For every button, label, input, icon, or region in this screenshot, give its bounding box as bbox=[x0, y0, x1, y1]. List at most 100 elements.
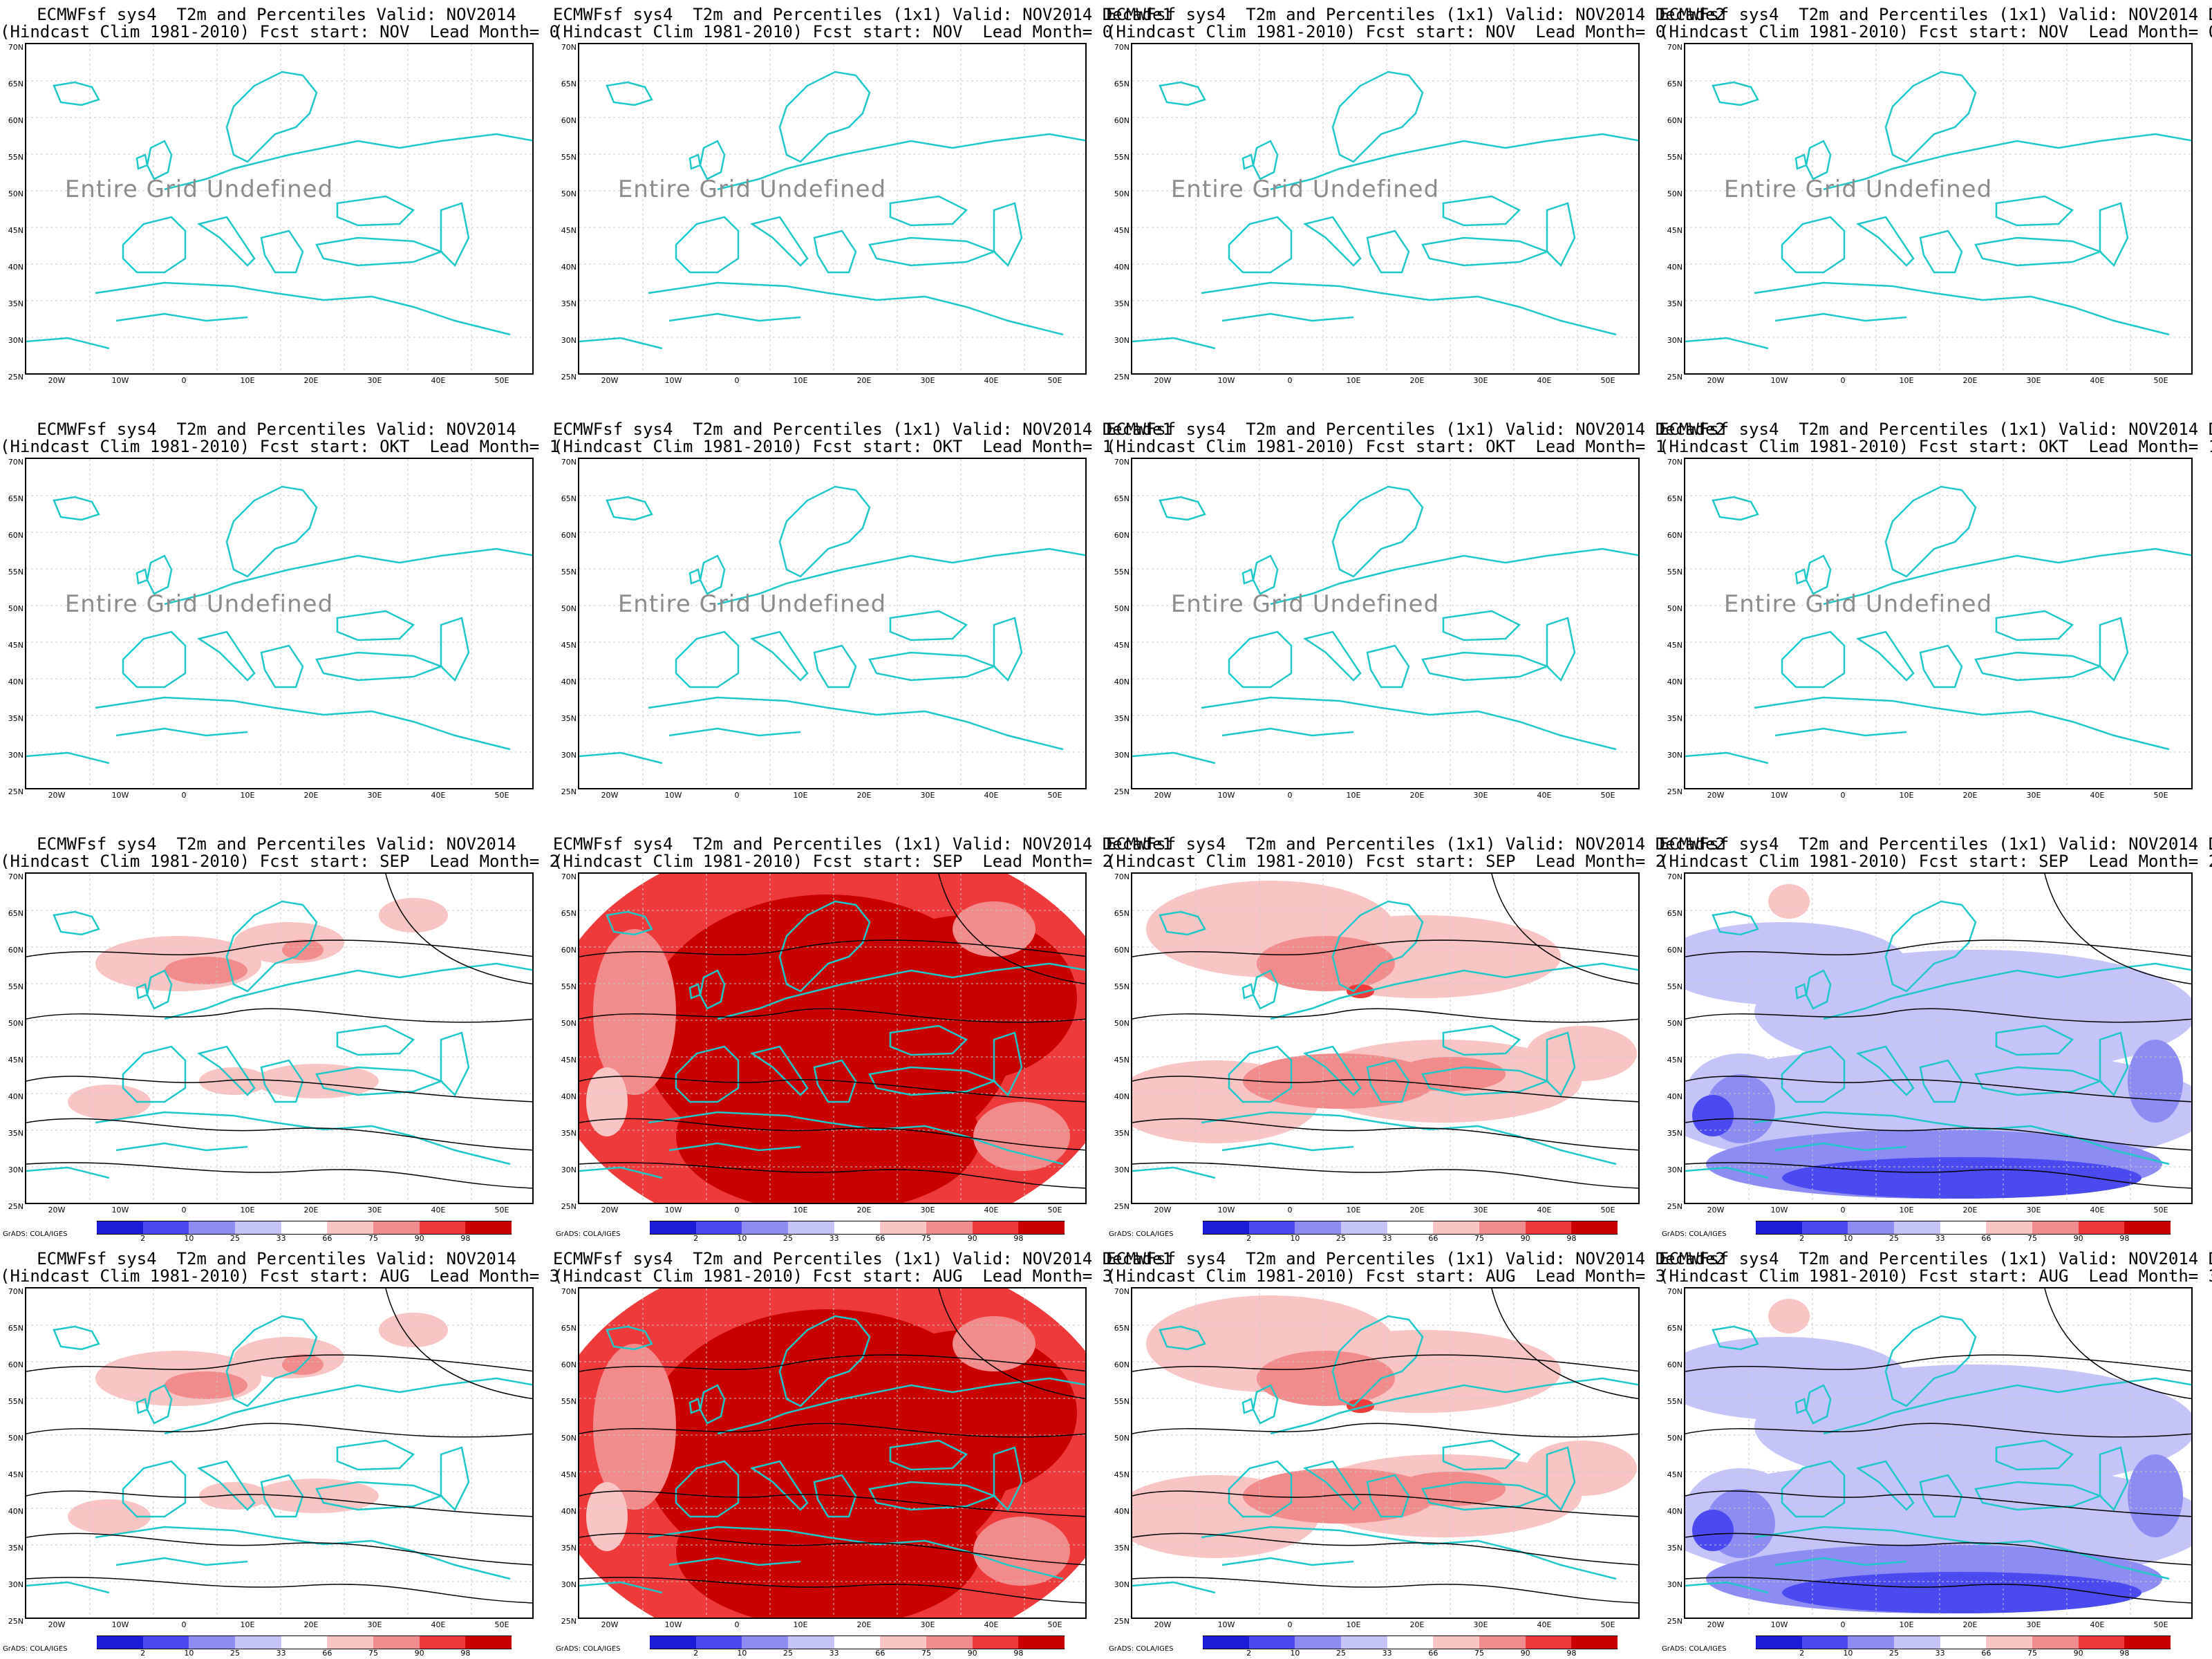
forecast-panel: ECMWFsf sys4 T2m and Percentiles (1x1) V… bbox=[1106, 415, 1725, 830]
coastline bbox=[135, 153, 149, 170]
percentile-colorbar bbox=[97, 1635, 512, 1649]
colorbar-segment bbox=[1756, 1635, 1802, 1649]
longitude-label: 50E bbox=[494, 1206, 509, 1215]
latitude-label: 45N bbox=[8, 1470, 24, 1479]
colorbar-label: 25 bbox=[230, 1234, 240, 1243]
longitude-label: 10W bbox=[111, 1206, 129, 1215]
coastline bbox=[606, 496, 653, 521]
longitude-label: 10E bbox=[793, 376, 808, 385]
colorbar-segment bbox=[1295, 1221, 1341, 1235]
latitude-label: 35N bbox=[561, 1544, 577, 1553]
europe-map bbox=[579, 874, 1085, 1203]
latitude-label: 70N bbox=[1667, 43, 1683, 52]
longitude-label: 50E bbox=[1047, 376, 1062, 385]
latitude-label: 50N bbox=[8, 604, 24, 613]
latitude-label: 45N bbox=[8, 641, 24, 650]
latitude-label: 55N bbox=[1667, 153, 1683, 162]
coastline bbox=[1366, 644, 1410, 688]
percentile-shading bbox=[165, 1371, 247, 1399]
coastline bbox=[1221, 312, 1354, 322]
colorbar-label: 33 bbox=[829, 1649, 839, 1658]
coastline bbox=[1228, 1460, 1293, 1518]
coastline bbox=[749, 1460, 809, 1511]
percentile-shading bbox=[2128, 1454, 2183, 1537]
colorbar-label: 90 bbox=[967, 1234, 977, 1243]
latitude-label: 45N bbox=[561, 226, 577, 235]
latitude-label: 30N bbox=[8, 1580, 24, 1589]
latitude-label: 45N bbox=[1114, 641, 1130, 650]
colorbar-label: 98 bbox=[1013, 1234, 1024, 1243]
coastline bbox=[1919, 644, 1963, 688]
colorbar-segment bbox=[1801, 1221, 1848, 1235]
grads-credit: GrADS: COLA/IGES bbox=[1109, 1230, 1174, 1238]
coastline bbox=[1442, 610, 1521, 641]
latitude-label: 50N bbox=[561, 189, 577, 198]
colorbar-segment bbox=[2032, 1635, 2079, 1649]
coastline bbox=[115, 312, 248, 322]
coastline bbox=[868, 1481, 997, 1511]
longitude-label: 0 bbox=[734, 791, 740, 800]
temperature-contour bbox=[1685, 1577, 2191, 1604]
coastline bbox=[1995, 195, 2074, 227]
latitude-label: 25N bbox=[561, 373, 577, 382]
colorbar-label: 75 bbox=[2027, 1649, 2037, 1658]
coastline bbox=[648, 1526, 1064, 1580]
colorbar-label: 66 bbox=[875, 1649, 885, 1658]
coastline bbox=[1884, 485, 1977, 578]
longitude-label: 20W bbox=[48, 791, 66, 800]
colorbar-label: 25 bbox=[783, 1649, 793, 1658]
latitude-label: 45N bbox=[1667, 1470, 1683, 1479]
temperature-contour bbox=[579, 939, 1085, 957]
latitude-label: 60N bbox=[561, 946, 577, 955]
coastline bbox=[336, 195, 415, 227]
latitude-label: 40N bbox=[1114, 263, 1130, 272]
longitude-label: 10W bbox=[664, 1620, 682, 1629]
coastline bbox=[1974, 1066, 2103, 1096]
coastline bbox=[1302, 1460, 1362, 1511]
colorbar-label: 25 bbox=[783, 1234, 793, 1243]
latitude-label: 70N bbox=[1114, 1287, 1130, 1296]
panel-title: ECMWFsf sys4 T2m and Percentiles Valid: … bbox=[37, 834, 516, 854]
coastline bbox=[868, 236, 997, 267]
latitude-label: 25N bbox=[8, 1617, 24, 1626]
percentile-colorbar bbox=[650, 1221, 1065, 1235]
latitude-label: 30N bbox=[1667, 336, 1683, 345]
temperature-contour bbox=[579, 1533, 1085, 1566]
coastline bbox=[606, 910, 653, 936]
longitude-label: 10W bbox=[1770, 1206, 1788, 1215]
latitude-label: 35N bbox=[8, 299, 24, 308]
coastline bbox=[1221, 727, 1354, 737]
colorbar-segment bbox=[1940, 1221, 1987, 1235]
coastline bbox=[1546, 1031, 1576, 1097]
longitude-label: 30E bbox=[2026, 376, 2041, 385]
longitude-label: 40E bbox=[431, 1206, 446, 1215]
coastline bbox=[260, 1474, 304, 1518]
coastline bbox=[1546, 1446, 1576, 1512]
europe-map bbox=[1685, 459, 2191, 788]
colorbar-segment bbox=[1341, 1221, 1387, 1235]
colorbar-label: 75 bbox=[368, 1649, 378, 1658]
latitude-label: 25N bbox=[1114, 1617, 1130, 1626]
colorbar-segment bbox=[1525, 1221, 1572, 1235]
coastline bbox=[889, 1024, 968, 1056]
colorbar-label: 2 bbox=[1246, 1649, 1252, 1658]
coastline bbox=[26, 1166, 110, 1179]
longitude-label: 50E bbox=[1047, 791, 1062, 800]
colorbar-label: 98 bbox=[1566, 1649, 1577, 1658]
longitude-label: 0 bbox=[1287, 1620, 1293, 1629]
coastline bbox=[1884, 1315, 1977, 1407]
map-frame bbox=[25, 1287, 534, 1619]
latitude-label: 55N bbox=[561, 153, 577, 162]
longitude-label: 40E bbox=[1537, 791, 1552, 800]
longitude-label: 10W bbox=[1770, 1620, 1788, 1629]
coastline bbox=[115, 1142, 248, 1152]
longitude-label: 40E bbox=[431, 376, 446, 385]
colorbar-label: 66 bbox=[1428, 1649, 1438, 1658]
colorbar-segment bbox=[465, 1635, 512, 1649]
undefined-grid-message: Entire Grid Undefined bbox=[1170, 176, 1440, 203]
latitude-label: 70N bbox=[561, 872, 577, 881]
forecast-panel: ECMWFsf sys4 T2m and Percentiles (1x1) V… bbox=[553, 830, 1172, 1244]
coastline bbox=[115, 1557, 248, 1566]
colorbar-segment bbox=[1986, 1635, 2032, 1649]
coastline bbox=[336, 1024, 415, 1056]
